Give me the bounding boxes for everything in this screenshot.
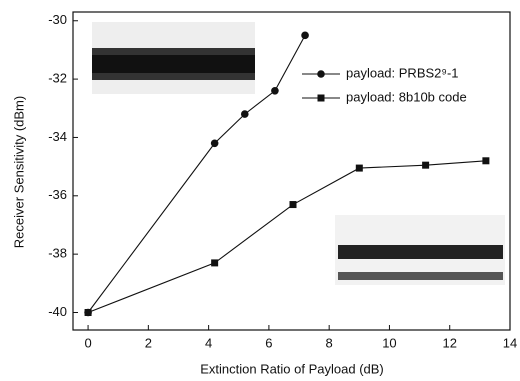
x-axis-label: Extinction Ratio of Payload (dB) [200, 361, 384, 376]
y-tick-label: -34 [48, 129, 67, 144]
y-tick-label: -30 [48, 12, 67, 27]
data-point [290, 201, 297, 208]
data-point [271, 87, 279, 95]
x-tick-label: 10 [382, 335, 396, 350]
y-tick-label: -40 [48, 304, 67, 319]
x-tick-label: 14 [503, 335, 517, 350]
x-tick-label: 6 [265, 335, 272, 350]
chart: Extinction Ratio of Payload (dB) Receive… [0, 0, 520, 381]
data-point [211, 139, 219, 147]
legend-label: payload: PRBS2⁹-1 [346, 65, 459, 80]
data-point [211, 259, 218, 266]
x-tick-label: 0 [84, 335, 91, 350]
data-point [301, 32, 309, 40]
x-tick-label: 8 [326, 335, 333, 350]
data-point [356, 165, 363, 172]
data-point [85, 309, 92, 316]
legend-label: payload: 8b10b code [346, 89, 467, 104]
eye-diagram-inset [92, 22, 255, 94]
data-point [422, 162, 429, 169]
eye-diagram-inset [335, 215, 505, 285]
legend-marker [318, 95, 325, 102]
y-tick-label: -38 [48, 246, 67, 261]
x-tick-label: 4 [205, 335, 212, 350]
data-point [482, 157, 489, 164]
x-tick-label: 12 [442, 335, 456, 350]
data-point [241, 110, 249, 118]
y-tick-label: -32 [48, 71, 67, 86]
x-tick-label: 2 [145, 335, 152, 350]
y-axis-label: Receiver Sensitivity (dBm) [11, 96, 26, 248]
y-tick-label: -36 [48, 187, 67, 202]
legend-marker [317, 70, 325, 78]
